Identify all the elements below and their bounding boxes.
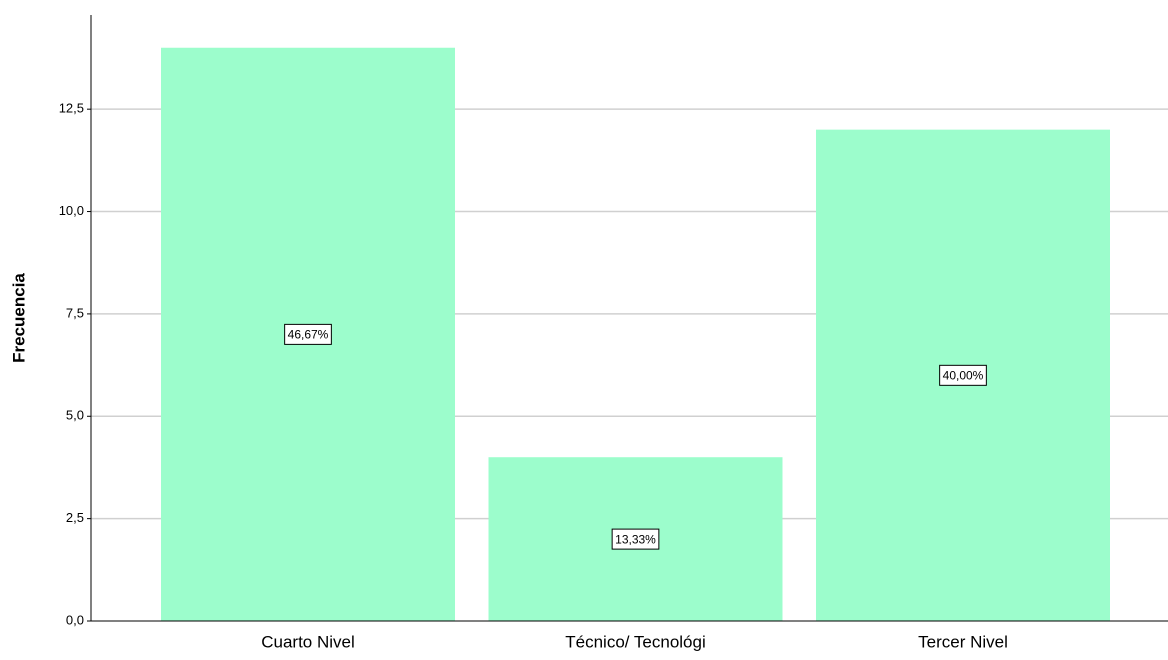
y-tick-label: 2,5 xyxy=(66,510,84,525)
value-label-box xyxy=(611,528,660,550)
y-tick-label: 7,5 xyxy=(66,305,84,320)
value-label: 46,67% xyxy=(288,328,329,342)
value-label-box xyxy=(284,323,332,345)
y-tick-label: 0,0 xyxy=(66,612,84,627)
value-label: 40,00% xyxy=(943,368,984,382)
x-tick-label: Tercer Nivel xyxy=(918,632,1008,651)
y-tick-label: 12,5 xyxy=(59,101,84,116)
x-tick-label: Técnico/ Tecnológi xyxy=(565,632,706,651)
y-axis-label: Frecuencia xyxy=(9,273,28,363)
value-label-box xyxy=(939,364,987,386)
value-label: 13,33% xyxy=(615,532,656,546)
y-tick-label: 10,0 xyxy=(59,203,84,218)
y-tick-label: 5,0 xyxy=(66,408,84,423)
x-tick-label: Cuarto Nivel xyxy=(261,632,355,651)
